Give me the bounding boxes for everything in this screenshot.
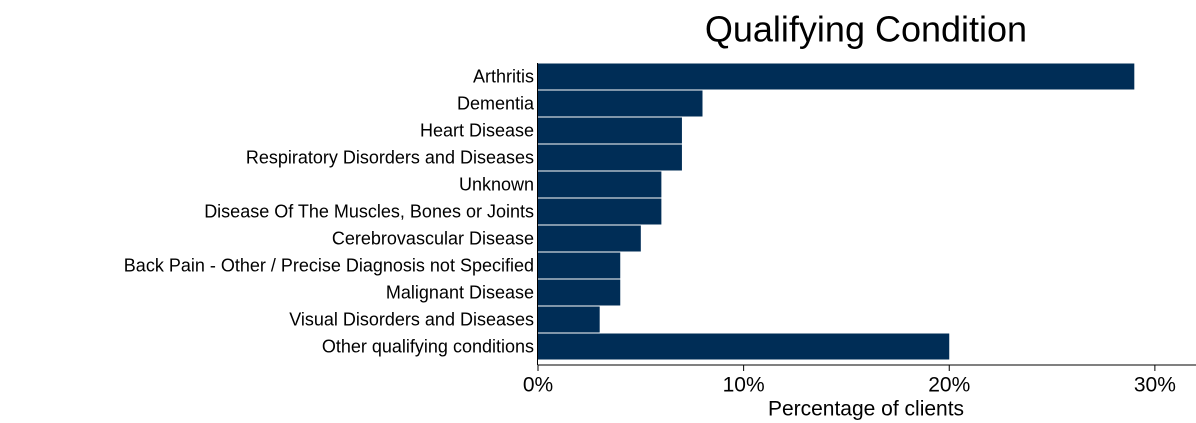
x-tick-label: 0% [523, 374, 553, 397]
bar [538, 252, 621, 279]
bar [538, 333, 950, 360]
y-tick-label: Arthritis [473, 66, 534, 86]
y-tick-label: Dementia [457, 93, 535, 113]
bar [538, 144, 682, 171]
y-tick-label: Respiratory Disorders and Diseases [246, 147, 534, 167]
y-tick-label: Heart Disease [420, 120, 534, 140]
x-tick-label: 20% [928, 374, 970, 397]
bar [538, 117, 682, 144]
y-tick-label: Unknown [459, 174, 534, 194]
x-tick-label: 10% [723, 374, 765, 397]
y-tick-label: Other qualifying conditions [322, 336, 534, 356]
y-tick-label: Back Pain - Other / Precise Diagnosis no… [124, 255, 534, 275]
x-axis-label: Percentage of clients [768, 398, 964, 421]
bar [538, 225, 641, 252]
bar [538, 63, 1135, 90]
bar [538, 306, 600, 333]
x-tick-label: 30% [1134, 374, 1176, 397]
y-tick-label: Cerebrovascular Disease [332, 228, 534, 248]
bar [538, 279, 621, 306]
y-tick-label: Disease Of The Muscles, Bones or Joints [204, 201, 534, 221]
bar [538, 171, 662, 198]
bar [538, 90, 703, 117]
y-tick-label: Visual Disorders and Diseases [289, 309, 534, 329]
chart-title: Qualifying Condition [705, 9, 1027, 50]
y-tick-label: Malignant Disease [386, 282, 534, 302]
bar [538, 198, 662, 225]
